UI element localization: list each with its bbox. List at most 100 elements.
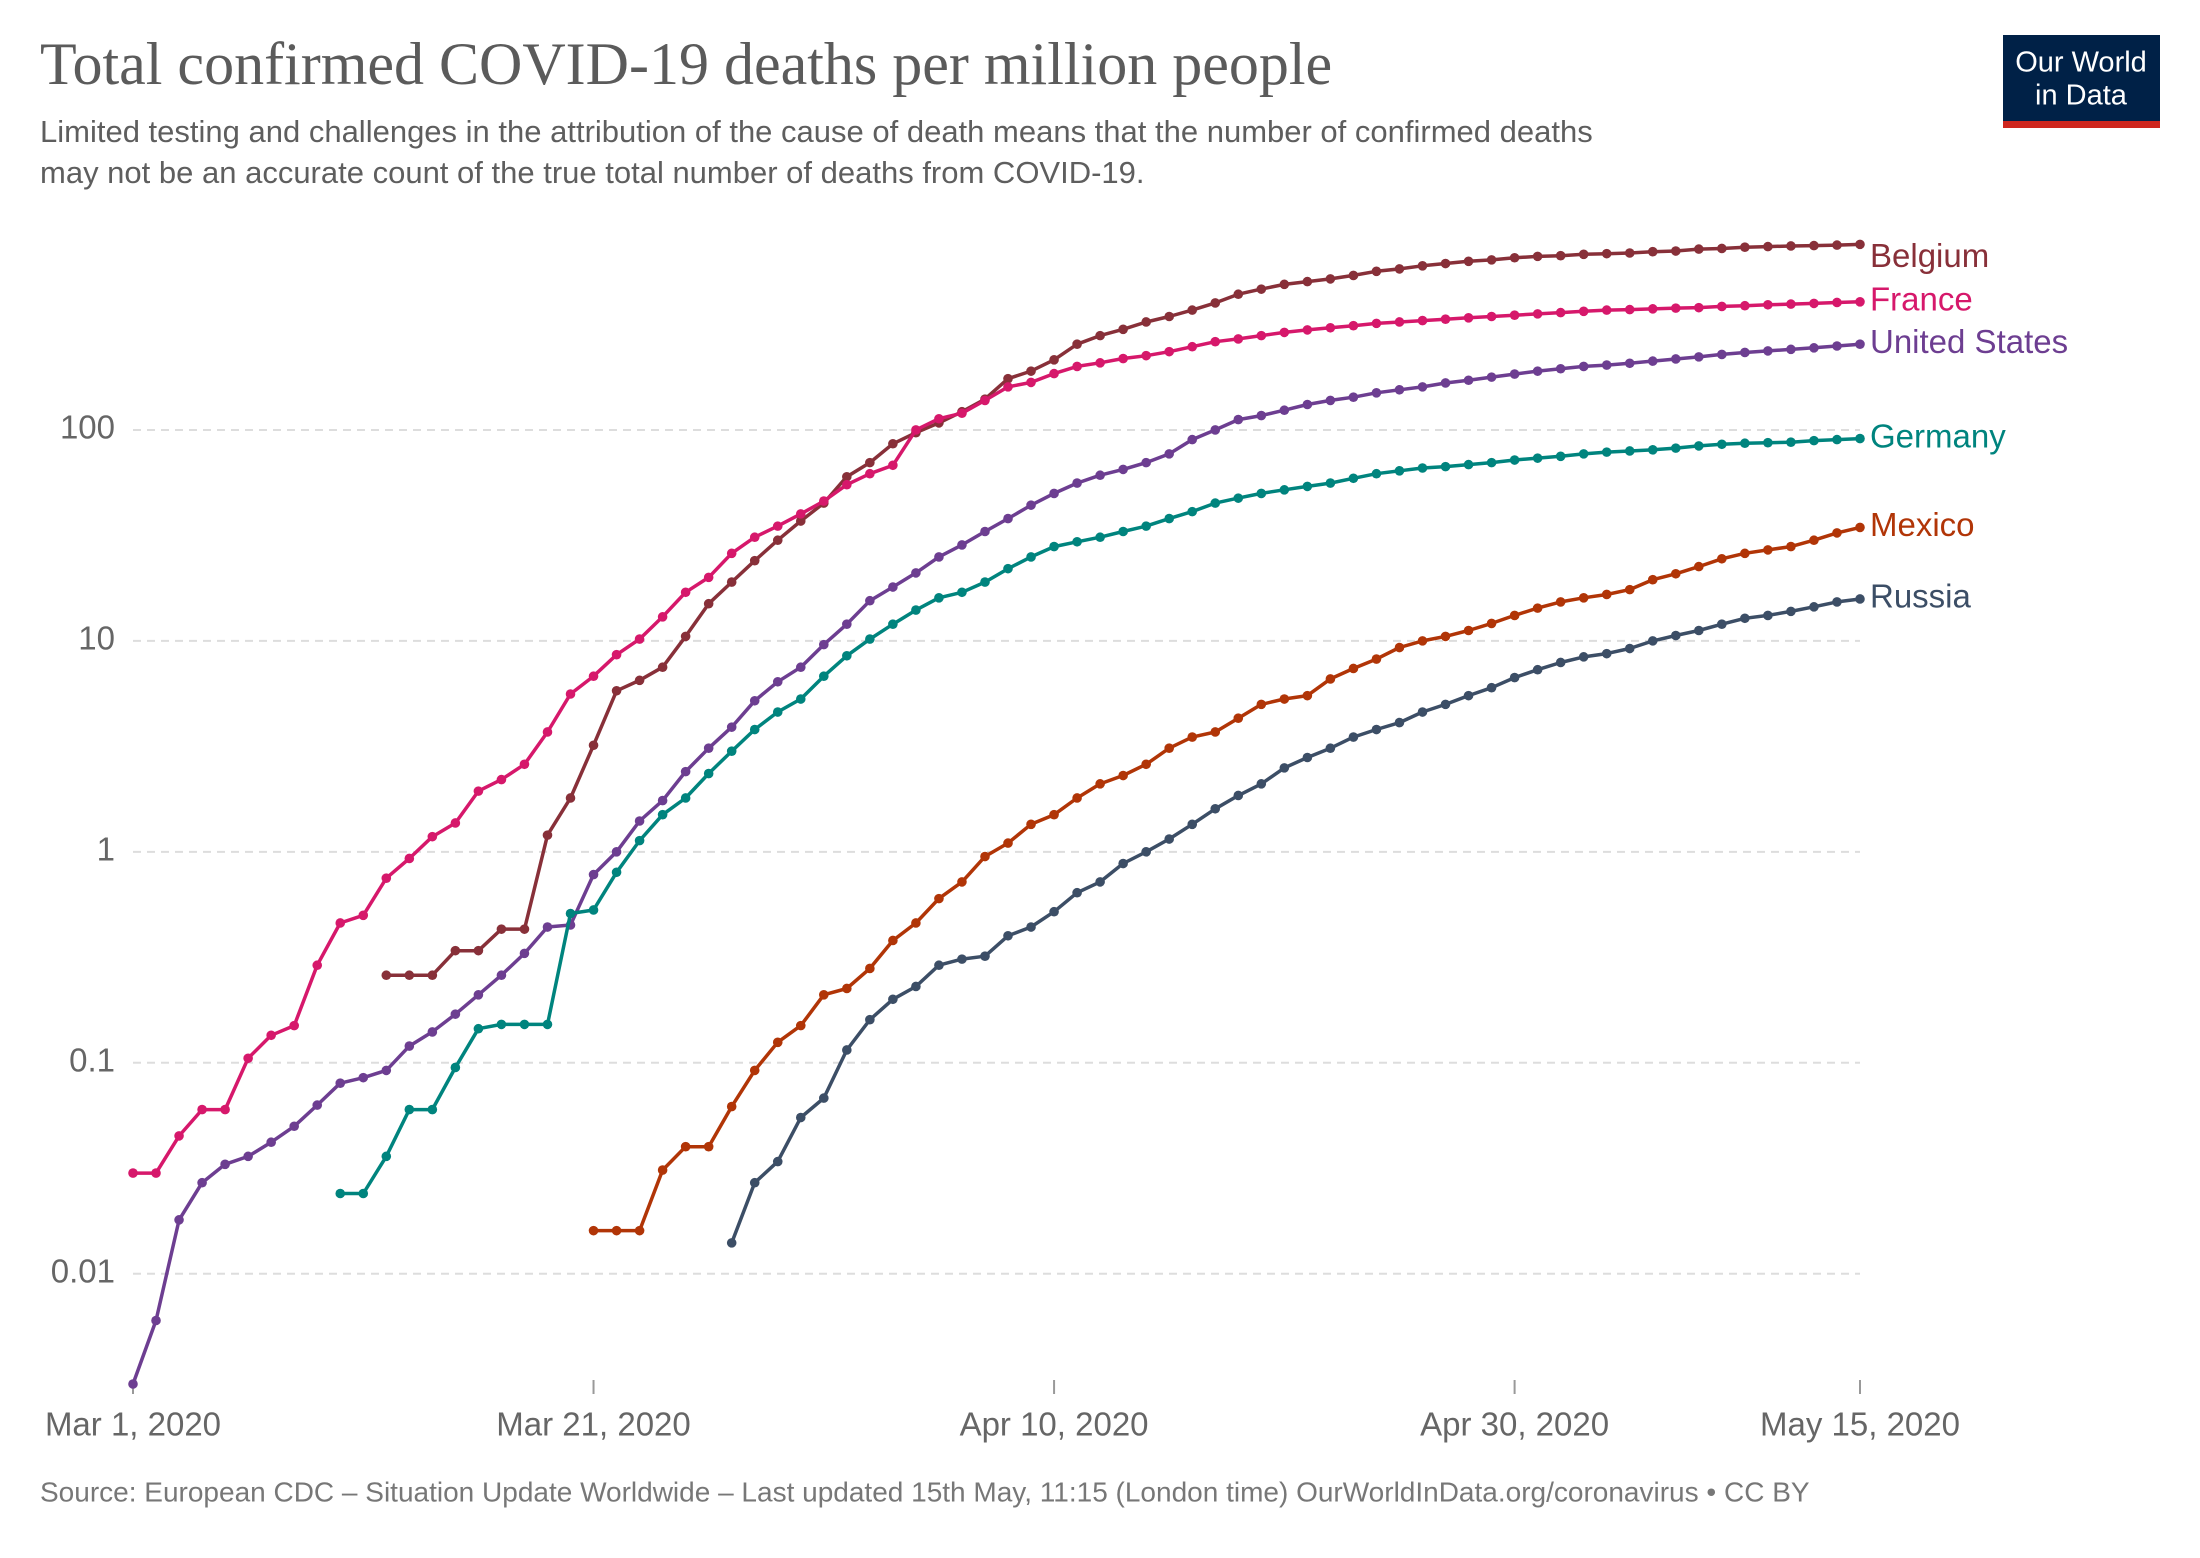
data-point xyxy=(1118,324,1128,335)
data-point xyxy=(1003,382,1013,392)
data-point xyxy=(381,970,392,981)
data-point xyxy=(611,847,622,857)
data-point xyxy=(128,1168,138,1178)
data-point xyxy=(358,1072,369,1083)
data-point xyxy=(1279,405,1290,416)
data-point xyxy=(450,1062,461,1073)
data-point xyxy=(1187,341,1198,352)
data-point xyxy=(1486,682,1497,693)
data-point xyxy=(1164,449,1174,459)
data-point xyxy=(657,612,668,622)
data-point xyxy=(588,671,599,682)
data-point xyxy=(289,1121,299,1132)
data-point xyxy=(1647,246,1658,257)
data-point xyxy=(1463,459,1474,470)
data-point xyxy=(1371,468,1382,479)
data-point xyxy=(772,535,783,546)
data-point xyxy=(842,479,852,490)
data-point xyxy=(197,1104,207,1115)
data-point xyxy=(726,1101,737,1112)
data-point xyxy=(1233,289,1244,300)
data-point xyxy=(749,532,760,543)
data-point xyxy=(1394,317,1405,327)
data-point xyxy=(1763,610,1773,621)
data-point xyxy=(1325,743,1336,753)
data-point xyxy=(1532,453,1543,463)
data-point xyxy=(1095,877,1105,887)
data-point xyxy=(795,509,806,519)
data-point xyxy=(289,1020,299,1031)
data-point xyxy=(1210,498,1221,508)
data-point xyxy=(1809,535,1819,546)
data-point xyxy=(934,552,944,562)
data-point xyxy=(1717,553,1727,564)
data-point xyxy=(496,970,507,981)
data-point xyxy=(611,1225,622,1236)
data-point xyxy=(1118,464,1128,475)
data-point xyxy=(934,960,944,971)
data-point xyxy=(865,457,875,468)
data-point xyxy=(888,582,898,592)
data-point xyxy=(1809,602,1819,612)
data-point xyxy=(1694,441,1704,451)
data-point xyxy=(381,1151,392,1162)
data-point xyxy=(335,918,346,928)
data-point xyxy=(496,924,507,934)
data-point xyxy=(911,568,921,578)
data-point xyxy=(795,1112,806,1123)
data-point xyxy=(726,746,737,756)
data-point xyxy=(565,908,576,919)
data-point xyxy=(1164,311,1174,322)
data-point xyxy=(1670,630,1681,641)
data-point xyxy=(1763,241,1773,252)
data-point xyxy=(1141,350,1151,361)
data-point xyxy=(865,468,875,479)
data-point xyxy=(1486,457,1497,468)
data-point xyxy=(772,1156,783,1167)
data-point xyxy=(404,1041,415,1051)
data-point xyxy=(1763,545,1773,555)
data-point xyxy=(243,1151,253,1162)
data-point xyxy=(1624,304,1635,315)
series-label: Russia xyxy=(1870,578,1972,615)
data-point xyxy=(911,981,921,992)
data-point xyxy=(1440,258,1451,269)
logo-box xyxy=(2003,35,2160,121)
data-point xyxy=(1026,366,1036,376)
data-point xyxy=(980,577,990,587)
y-tick-label: 10 xyxy=(78,620,115,657)
data-point xyxy=(657,1165,668,1175)
data-point xyxy=(1141,847,1151,857)
data-point xyxy=(220,1159,230,1170)
data-point xyxy=(1832,297,1842,308)
data-point xyxy=(1786,299,1796,309)
data-point xyxy=(1187,434,1198,445)
data-point xyxy=(588,1225,599,1236)
data-point xyxy=(888,460,898,471)
data-point xyxy=(565,689,576,699)
data-point xyxy=(1717,349,1727,360)
data-point xyxy=(519,948,530,959)
x-tick-label: Mar 21, 2020 xyxy=(496,1406,690,1443)
data-point xyxy=(312,1100,323,1110)
data-point xyxy=(1348,663,1359,674)
y-tick-label: 0.1 xyxy=(69,1041,115,1078)
data-point xyxy=(1463,625,1474,636)
data-point xyxy=(1348,270,1359,281)
y-tick-label: 0.01 xyxy=(51,1252,115,1289)
data-point xyxy=(1348,473,1359,484)
logo-text: Our World xyxy=(2015,47,2147,79)
data-point xyxy=(1832,341,1842,351)
data-point xyxy=(1302,752,1313,763)
data-point xyxy=(427,831,438,842)
data-point xyxy=(680,793,691,803)
data-point xyxy=(1740,438,1750,449)
data-point xyxy=(358,1188,369,1199)
data-point xyxy=(842,471,852,482)
data-point xyxy=(1095,330,1105,341)
data-point xyxy=(1187,506,1198,517)
data-point xyxy=(542,727,553,737)
x-tick-label: Apr 10, 2020 xyxy=(960,1406,1149,1443)
data-point xyxy=(1049,541,1059,552)
data-point xyxy=(1095,470,1105,481)
